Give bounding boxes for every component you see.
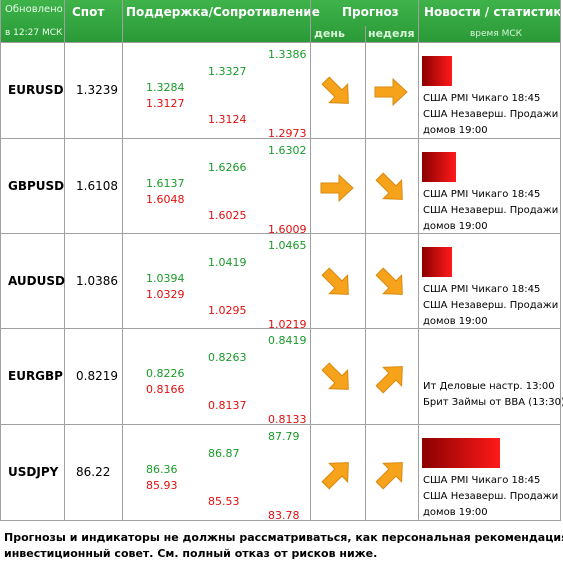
support: 1.0219 <box>268 318 307 331</box>
footer-1: Прогнозы и индикаторы не должны рассматр… <box>4 531 563 544</box>
forecast-header: Прогноз <box>342 5 399 19</box>
resistance: 1.3327 <box>208 65 247 78</box>
spot: 0.8219 <box>76 369 118 383</box>
resistance: 86.87 <box>208 447 240 460</box>
resistance: 1.0394 <box>146 272 185 285</box>
updated: Обновлено <box>5 4 63 15</box>
pair: USDJPY <box>8 465 59 479</box>
resistance: 1.0465 <box>268 239 307 252</box>
day-arrow <box>321 76 349 104</box>
support: 83.78 <box>268 509 300 522</box>
news-line: домов 19:00 <box>423 125 488 136</box>
news-line: США PMI Чикаго 18:45 <box>423 475 541 486</box>
news-line: домов 19:00 <box>423 507 488 518</box>
resistance: 1.6266 <box>208 161 247 174</box>
support: 85.53 <box>208 495 240 508</box>
resistance: 1.6137 <box>146 177 185 190</box>
news-line: США PMI Чикаго 18:45 <box>423 93 541 104</box>
week-arrow <box>375 267 403 295</box>
news-line: США Незаверш. Продажи <box>423 109 559 120</box>
resistance: 86.36 <box>146 463 178 476</box>
day-arrow <box>320 173 354 203</box>
news-line: США Незаверш. Продажи <box>423 300 559 311</box>
week-header: неделя <box>368 27 415 40</box>
spot: 1.0386 <box>76 274 118 288</box>
resistance: 1.0419 <box>208 256 247 269</box>
news-line: Брит Займы от BBA (13:30) <box>423 397 563 408</box>
support: 1.2973 <box>268 127 307 140</box>
pair: AUDUSD <box>8 274 65 288</box>
row-line <box>0 520 561 521</box>
row-line <box>0 328 561 329</box>
news-line: США PMI Чикаго 18:45 <box>423 284 541 295</box>
resistance: 0.8419 <box>268 334 307 347</box>
pair: EURUSD <box>8 83 64 97</box>
week-arrow <box>375 462 403 490</box>
row-line <box>0 233 561 234</box>
support: 0.8166 <box>146 383 185 396</box>
week-arrow <box>375 366 403 394</box>
column-line <box>0 0 1 521</box>
week-arrow <box>374 77 408 107</box>
day-arrow <box>321 267 349 295</box>
news-indicator <box>422 247 452 277</box>
resistance: 87.79 <box>268 430 300 443</box>
news-line: США Незаверш. Продажи <box>423 491 559 502</box>
news-line: США PMI Чикаго 18:45 <box>423 189 541 200</box>
news-header: Новости / статистика <box>424 5 563 19</box>
support: 1.6048 <box>146 193 185 206</box>
support: 1.3124 <box>208 113 247 126</box>
day-arrow <box>321 362 349 390</box>
row-line <box>0 42 561 43</box>
resistance: 0.8226 <box>146 367 185 380</box>
support: 1.6025 <box>208 209 247 222</box>
resistance: 1.3284 <box>146 81 185 94</box>
support: 1.6009 <box>268 223 307 236</box>
column-line <box>64 0 65 520</box>
column-line <box>310 0 311 520</box>
row-line <box>0 138 561 139</box>
resistance: 0.8263 <box>208 351 247 364</box>
news-line: домов 19:00 <box>423 316 488 327</box>
pair: EURGBP <box>8 369 63 383</box>
support: 1.0295 <box>208 304 247 317</box>
column-line <box>122 0 123 520</box>
news-line: домов 19:00 <box>423 221 488 232</box>
column-line <box>365 26 366 520</box>
news-indicator <box>422 152 456 182</box>
news-line: Ит Деловые настр. 13:00 <box>423 381 555 392</box>
spot: 1.3239 <box>76 83 118 97</box>
support: 0.8137 <box>208 399 247 412</box>
support: 85.93 <box>146 479 178 492</box>
resistance: 1.3386 <box>268 48 307 61</box>
spot-header: Спот <box>72 5 105 19</box>
news-indicator <box>422 56 452 86</box>
column-line <box>560 0 561 520</box>
news-indicator <box>422 438 500 468</box>
support: 0.8133 <box>268 413 307 426</box>
spot: 1.6108 <box>76 179 118 193</box>
support: 1.3127 <box>146 97 185 110</box>
news-time-header: время МСК <box>470 29 523 39</box>
levels-header: Поддержка/Сопротивление <box>126 5 320 19</box>
header-bg <box>0 0 561 42</box>
spot: 86.22 <box>76 465 111 479</box>
footer-2: инвестиционный совет. См. полный отказ о… <box>4 547 378 560</box>
pair: GBPUSD <box>8 179 65 193</box>
news-line: США Незаверш. Продажи <box>423 205 559 216</box>
day-arrow <box>321 462 349 490</box>
updated-time: в 12:27 МСК <box>5 28 63 38</box>
resistance: 1.6302 <box>268 144 307 157</box>
column-line <box>418 0 419 520</box>
support: 1.0329 <box>146 288 185 301</box>
week-arrow <box>375 172 403 200</box>
row-line <box>0 424 561 425</box>
day-header: день <box>314 27 345 40</box>
